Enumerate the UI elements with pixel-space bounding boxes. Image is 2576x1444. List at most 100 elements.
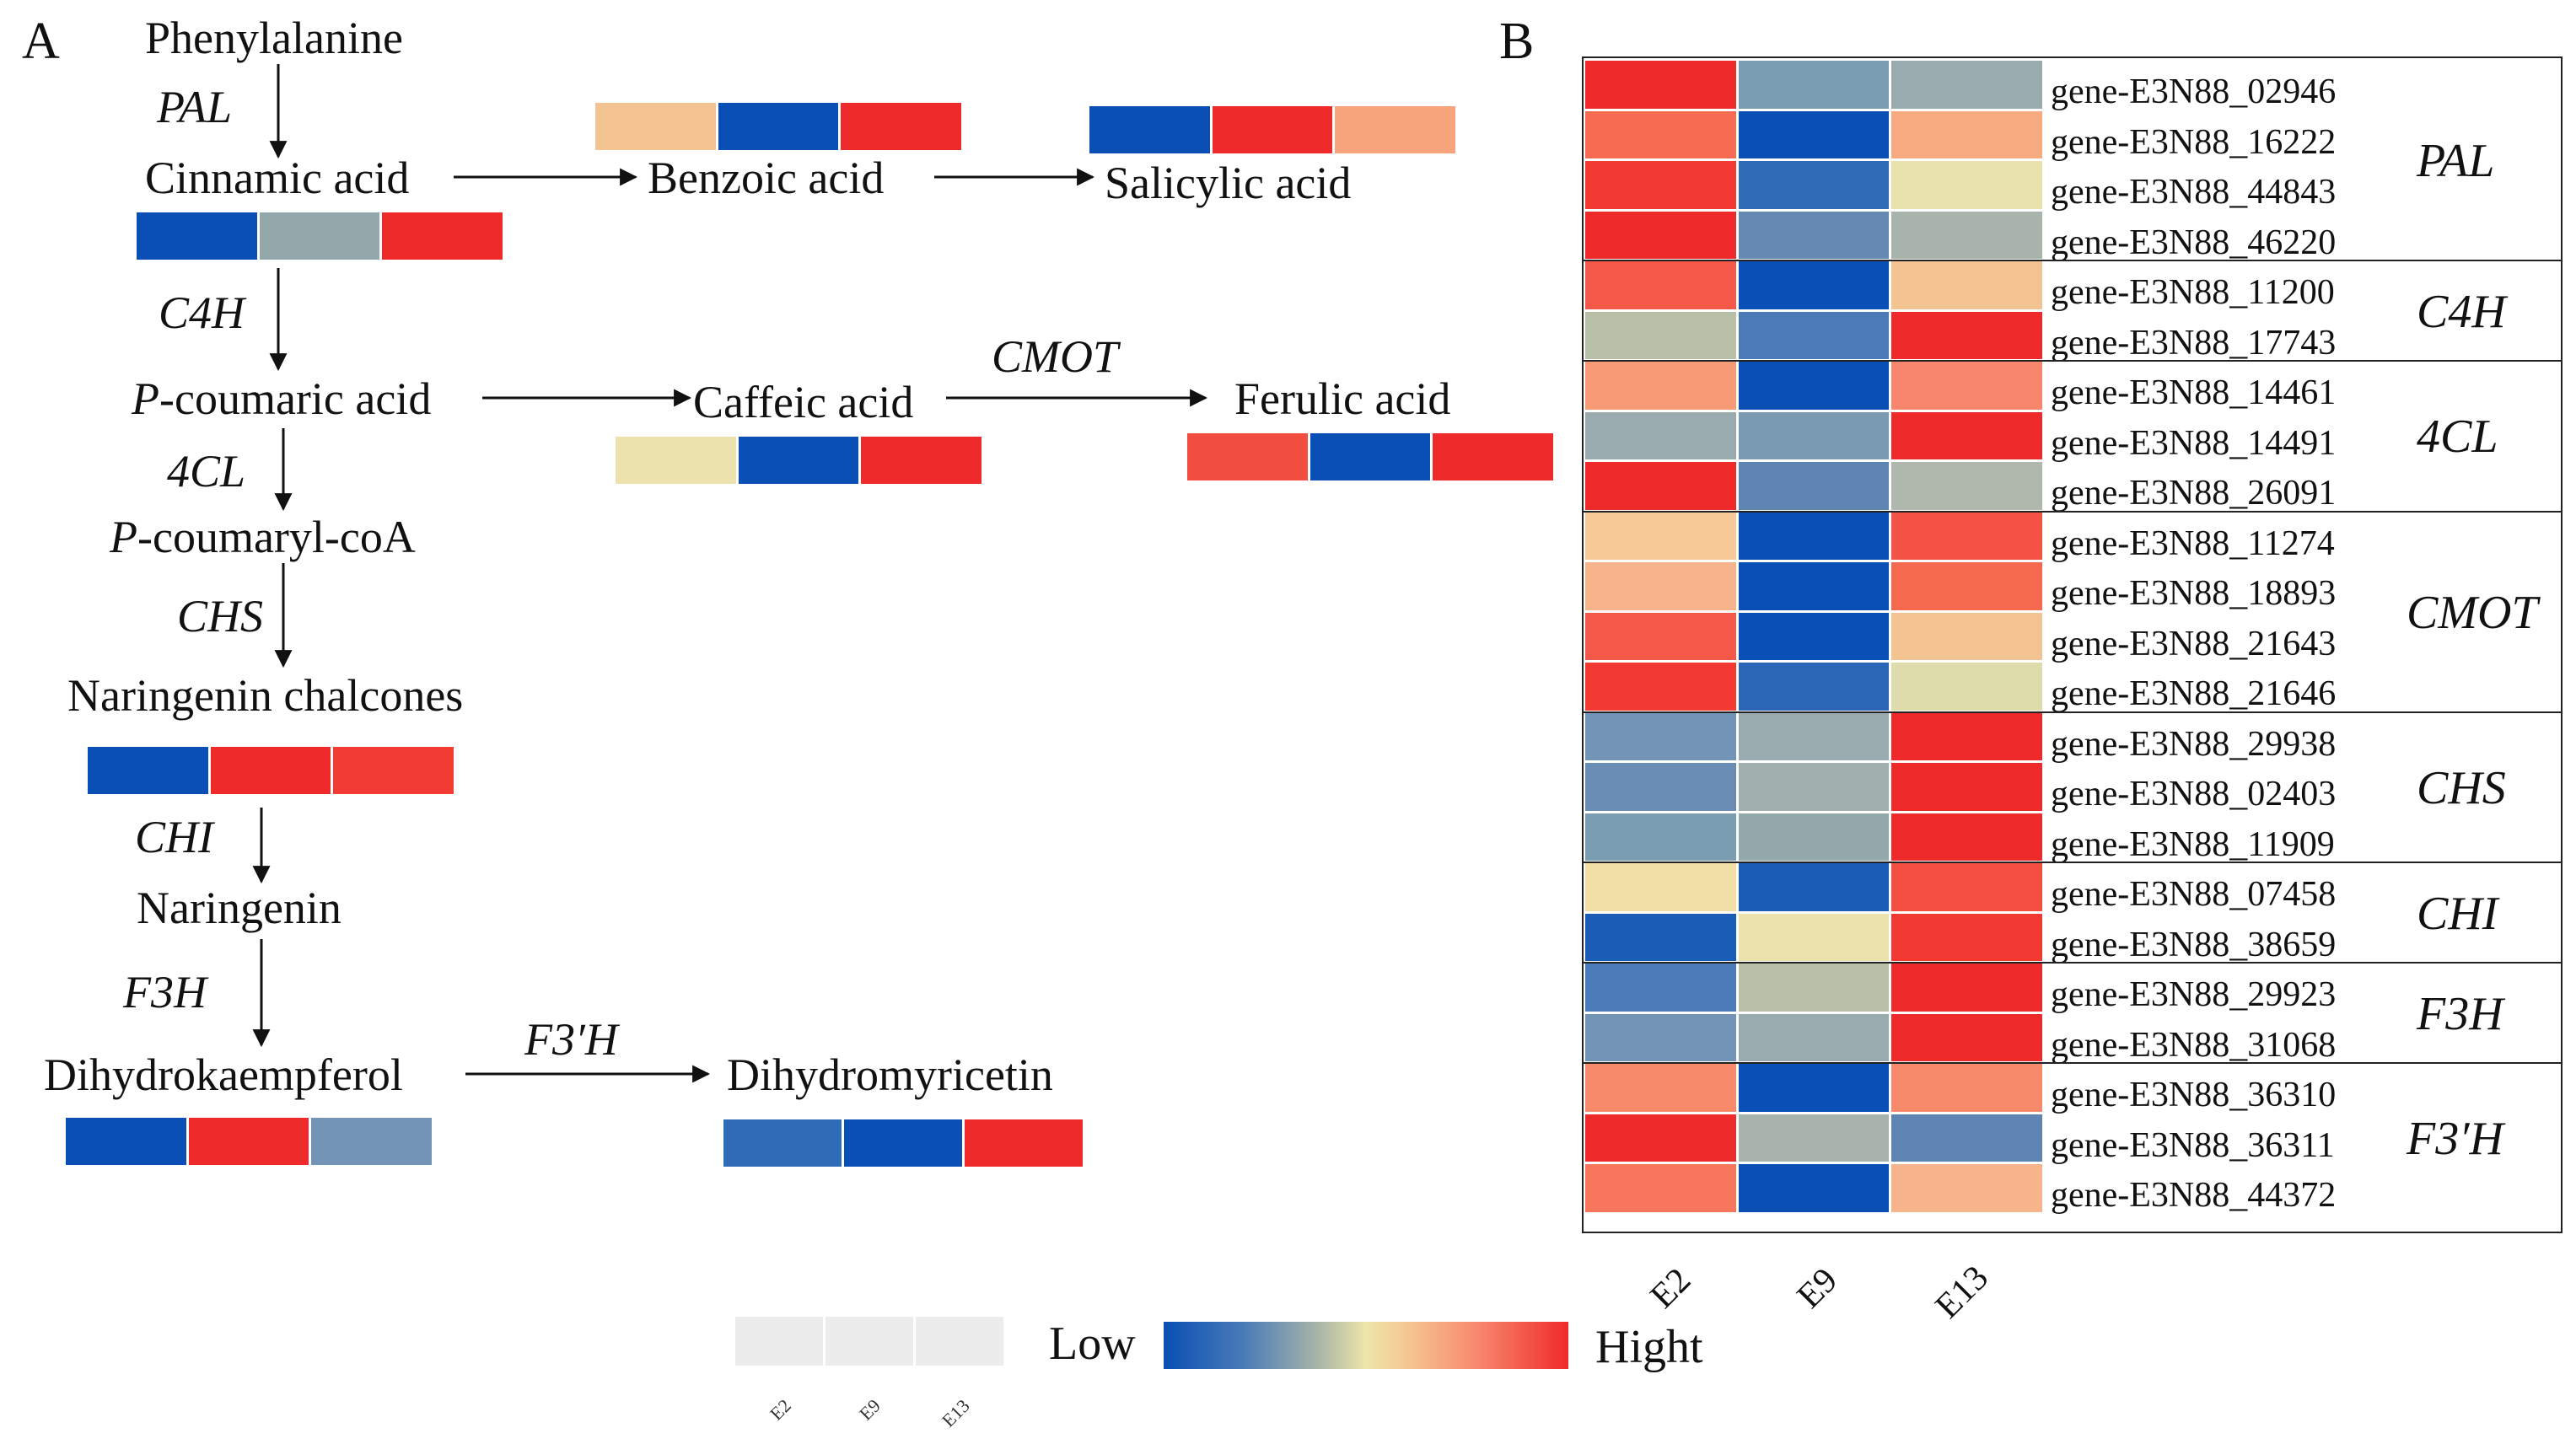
heatmap-cell-e9 (1738, 712, 1890, 760)
heatmap-cell-e13 (1891, 1164, 2043, 1212)
metabolite-naringenin-chalcones: Naringenin chalcones (67, 670, 464, 721)
gene-family-label: 4CL (2417, 411, 2498, 464)
heatmap-cell-e9 (1738, 110, 1890, 158)
heatmap-row (1585, 362, 2043, 410)
legend-high-label: Hight (1595, 1321, 1703, 1373)
gene-label: gene-E3N88_14461 (2051, 373, 2337, 412)
heatmap-cell-e9 (1738, 311, 1890, 359)
gene-label: gene-E3N88_29938 (2051, 724, 2337, 764)
metabolite-naringenin: Naringenin (137, 883, 341, 933)
gene-label: gene-E3N88_16222 (2051, 122, 2337, 162)
gene-family-label: F3H (2417, 987, 2503, 1040)
heatmap-row (1585, 211, 2043, 259)
strip-cell-e13 (311, 1118, 433, 1165)
strip-cell-e2 (616, 437, 736, 484)
gene-family-label: CHS (2417, 761, 2506, 814)
strip-benzoic-acid (595, 103, 962, 150)
enzyme-4cl: 4CL (167, 446, 246, 497)
metabolite-dihydrokaempferol: Dihydrokaempferol (44, 1049, 403, 1100)
gene-label: gene-E3N88_46220 (2051, 223, 2337, 262)
heatmap-row (1585, 411, 2043, 459)
heatmap-row (1585, 1064, 2043, 1112)
metabolite-p-coumaryl-coa: P-coumaryl-coA (110, 512, 416, 562)
heatmap-cell-e13 (1891, 612, 2043, 660)
metabolite-dihydromyricetin: Dihydromyricetin (727, 1049, 1053, 1100)
heatmap-cell-e9 (1738, 913, 1890, 961)
metabolite-phenylalanine: Phenylalanine (145, 13, 403, 63)
heatmap-cell-e9 (1738, 211, 1890, 259)
heatmap-cell-e13 (1891, 863, 2043, 911)
heatmap-cell-e2 (1585, 1064, 1736, 1112)
heatmap-cell-e13 (1891, 261, 2043, 309)
gene-family-label: CHI (2417, 887, 2498, 940)
enzyme-chi: CHI (135, 812, 213, 862)
strip-caffeic-acid (616, 437, 982, 484)
heatmap-cell-e9 (1738, 1013, 1890, 1061)
gene-label: gene-E3N88_26091 (2051, 474, 2337, 513)
heatmap-row (1585, 110, 2043, 158)
heatmap-cell-e2 (1585, 362, 1736, 410)
heatmap-cell-e2 (1585, 1114, 1736, 1162)
heatmap-cell-e9 (1738, 61, 1890, 109)
heatmap-cell-e9 (1738, 462, 1890, 510)
heatmap-cell-e2 (1585, 161, 1736, 209)
heatmap-frame (1582, 56, 2563, 1233)
heatmap-cell-e2 (1585, 211, 1736, 259)
strip-cell-e9 (844, 1119, 962, 1167)
gene-label: gene-E3N88_36311 (2051, 1125, 2335, 1165)
strip-cell-e13 (1335, 106, 1456, 153)
gene-label: gene-E3N88_38659 (2051, 925, 2337, 964)
heatmap-cell-e13 (1891, 663, 2043, 711)
gene-label: gene-E3N88_17743 (2051, 323, 2337, 362)
gene-label: gene-E3N88_11909 (2051, 824, 2335, 864)
gene-label: gene-E3N88_11200 (2051, 273, 2335, 312)
heatmap-cell-e9 (1738, 512, 1890, 560)
heatmap-cell-e2 (1585, 110, 1736, 158)
strip-cell-e13 (861, 437, 982, 484)
heatmap-cell-e13 (1891, 161, 2043, 209)
group-separator (1582, 862, 2563, 863)
strip-naringenin-chalcones (88, 747, 454, 794)
strip-cell-e13 (841, 103, 962, 150)
enzyme-cmot: CMOT (992, 331, 1119, 382)
heatmap-cell-e13 (1891, 462, 2043, 510)
strip-cell-e2 (595, 103, 716, 150)
heatmap-cell-e9 (1738, 1114, 1890, 1162)
gene-family-label: CMOT (2407, 586, 2538, 639)
gene-label: gene-E3N88_14491 (2051, 423, 2337, 463)
heatmap-grid (1585, 61, 2043, 1215)
heatmap-cell-e9 (1738, 1064, 1890, 1112)
strip-cell-e13 (965, 1119, 1083, 1167)
heatmap-cell-e2 (1585, 1013, 1736, 1061)
heatmap-cell-e9 (1738, 261, 1890, 309)
group-separator (1582, 962, 2563, 964)
legend-key-box-e13 (916, 1317, 1003, 1366)
strip-cell-e9 (738, 437, 859, 484)
strip-cell-e2 (137, 212, 257, 260)
heatmap-cell-e9 (1738, 362, 1890, 410)
heatmap-cell-e13 (1891, 1013, 2043, 1061)
heatmap-row (1585, 663, 2043, 711)
heatmap-row (1585, 763, 2043, 811)
heatmap-cell-e13 (1891, 813, 2043, 861)
heatmap-row (1585, 512, 2043, 560)
strip-salicylic-acid (1089, 106, 1456, 153)
heatmap-row (1585, 261, 2043, 309)
gene-family-label: C4H (2417, 285, 2506, 338)
heatmap-cell-e2 (1585, 61, 1736, 109)
heatmap-row (1585, 813, 2043, 861)
heatmap-cell-e13 (1891, 512, 2043, 560)
metabolite-caffeic-acid: Caffeic acid (693, 377, 914, 427)
gene-label: gene-E3N88_36310 (2051, 1076, 2337, 1114)
heatmap-row (1585, 1164, 2043, 1212)
legend-color-bar (1164, 1322, 1568, 1369)
enzyme-pal: PAL (157, 82, 233, 132)
strip-cell-e9 (718, 103, 839, 150)
heatmap-cell-e2 (1585, 612, 1736, 660)
gene-label: gene-E3N88_31068 (2051, 1025, 2337, 1065)
heatmap-cell-e13 (1891, 1064, 2043, 1112)
gene-label: gene-E3N88_11274 (2051, 523, 2335, 563)
gene-label: gene-E3N88_21643 (2051, 624, 2337, 663)
heatmap-cell-e2 (1585, 311, 1736, 359)
heatmap-cell-e9 (1738, 763, 1890, 811)
